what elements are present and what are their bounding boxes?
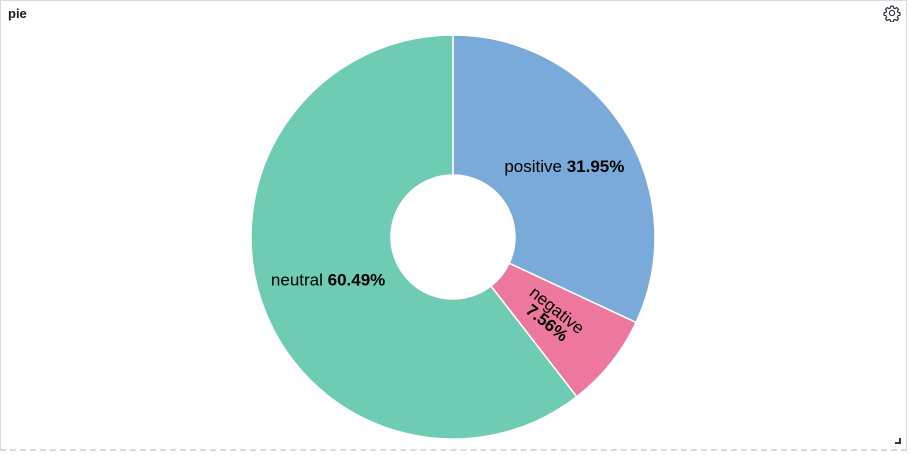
pie-slice-neutral[interactable]	[250, 34, 578, 440]
resize-handle-icon[interactable]	[895, 438, 901, 444]
slice-label-name: neutral	[271, 271, 328, 290]
slice-label-value: 60.49%	[328, 271, 386, 290]
slice-label-name: positive	[504, 157, 566, 176]
pie-slice-positive[interactable]	[452, 34, 656, 324]
panel-title: pie	[8, 6, 27, 21]
slice-label-positive: positive 31.95%	[504, 157, 624, 176]
slice-label-neutral: neutral 60.49%	[271, 271, 385, 290]
gear-icon	[883, 5, 901, 22]
panel-options-button[interactable]	[880, 1, 904, 25]
slice-label-value: 31.95%	[567, 157, 625, 176]
